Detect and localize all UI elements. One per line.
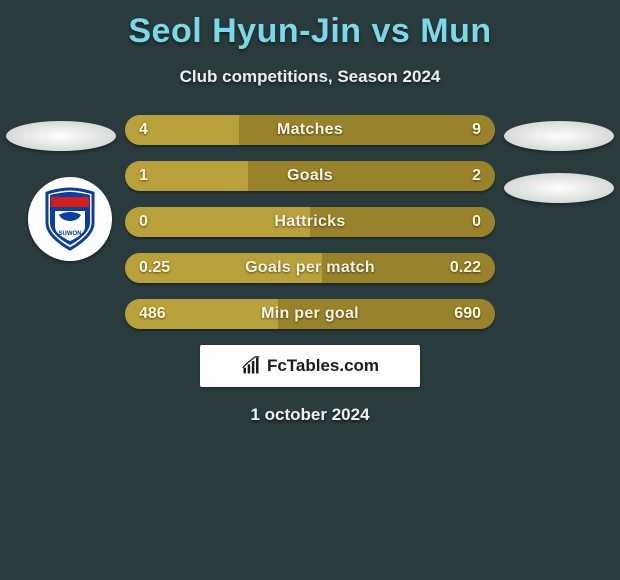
team-badge: SUWON [28, 177, 112, 261]
date-text: 1 october 2024 [0, 405, 620, 425]
branding-box: FcTables.com [200, 345, 420, 387]
stat-label: Goals [125, 161, 495, 191]
stat-row: 486 Min per goal 690 [125, 299, 495, 329]
player-right-ellipse-1 [504, 121, 614, 151]
bar-chart-icon [241, 356, 261, 376]
stat-right-value: 690 [454, 299, 481, 329]
shield-icon: SUWON [41, 187, 99, 251]
stat-right-value: 0 [472, 207, 481, 237]
stat-row: 1 Goals 2 [125, 161, 495, 191]
page-title: Seol Hyun-Jin vs Mun [0, 0, 620, 51]
branding-text: FcTables.com [267, 356, 379, 376]
player-left-ellipse [6, 121, 116, 151]
badge-bottom-text: SUWON [59, 231, 82, 237]
player-right-ellipse-2 [504, 173, 614, 203]
stat-label: Goals per match [125, 253, 495, 283]
stat-right-value: 2 [472, 161, 481, 191]
stat-row: 0 Hattricks 0 [125, 207, 495, 237]
stat-row: 0.25 Goals per match 0.22 [125, 253, 495, 283]
stat-right-value: 9 [472, 115, 481, 145]
stat-rows: 4 Matches 9 1 Goals 2 0 Hattricks 0 0.25… [125, 115, 495, 329]
stat-label: Min per goal [125, 299, 495, 329]
comparison-stage: SUWON 4 Matches 9 1 Goals 2 0 Hattricks … [0, 115, 620, 425]
stat-label: Hattricks [125, 207, 495, 237]
subtitle: Club competitions, Season 2024 [0, 67, 620, 87]
stat-right-value: 0.22 [450, 253, 481, 283]
stat-label: Matches [125, 115, 495, 145]
stat-row: 4 Matches 9 [125, 115, 495, 145]
